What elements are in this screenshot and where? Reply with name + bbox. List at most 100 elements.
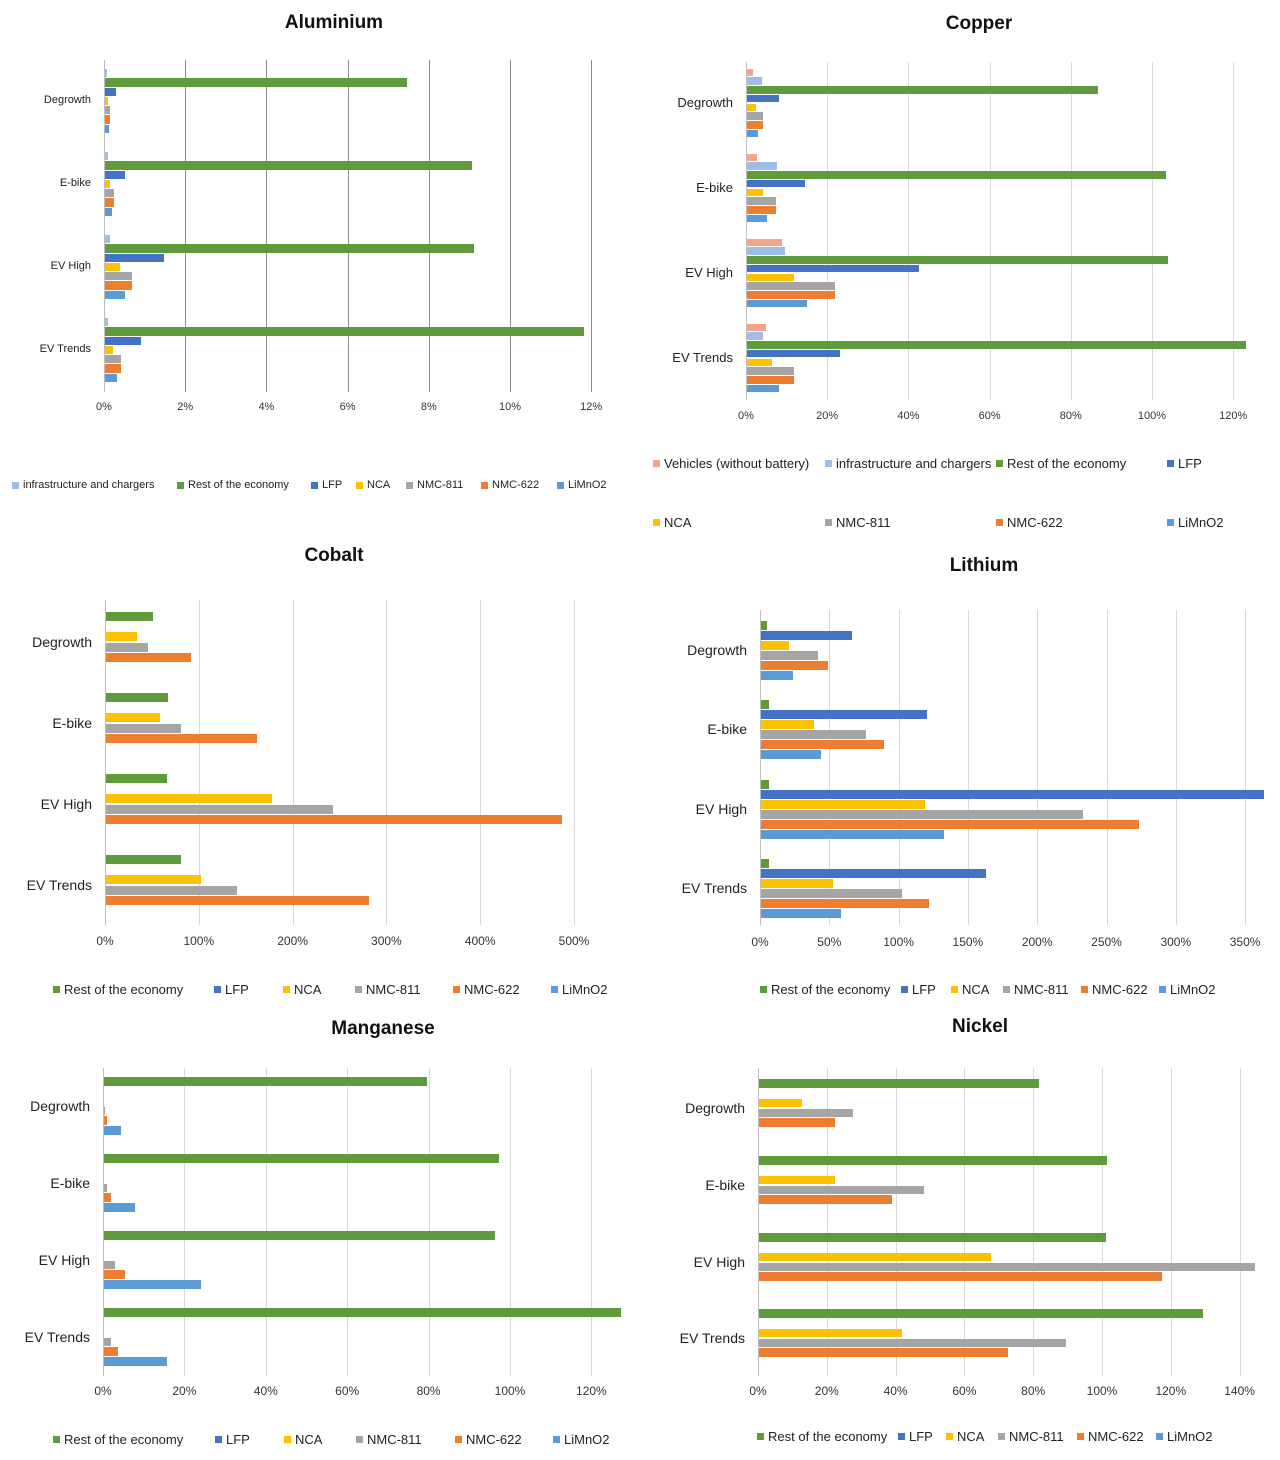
bar-rest-of-the-economy: [104, 1077, 428, 1086]
bar-infrastructure-and-chargers: [105, 151, 108, 161]
bar-nmc-811: [105, 355, 121, 364]
bar-limno2: [104, 1126, 122, 1135]
x-tick-label: 40%: [897, 409, 920, 422]
bar-nca: [106, 875, 201, 885]
legend-label: Rest of the economy: [768, 1429, 888, 1445]
bar-rest-of-the-economy: [761, 858, 770, 868]
x-tick-label: 100%: [183, 934, 215, 948]
gridline: [574, 600, 575, 925]
chart-title: Aluminium: [284, 12, 384, 33]
y-axis-line: [105, 600, 106, 925]
x-tick-label: 500%: [558, 934, 590, 948]
bar-limno2: [761, 829, 944, 839]
legend-label: LiMnO2: [562, 982, 608, 998]
bar-lfp: [747, 179, 806, 188]
category-label: EV Trends: [26, 876, 92, 893]
y-axis-line: [103, 1068, 104, 1376]
gridline: [967, 610, 969, 925]
bar-infrastructure-and-chargers: [747, 162, 778, 171]
legend-item: Rest of the economy: [177, 479, 289, 491]
legend-item: LFP: [898, 1429, 933, 1444]
gridline: [829, 610, 831, 925]
x-tick-label: 0%: [94, 1384, 112, 1398]
legend-item: NMC-622: [453, 982, 520, 997]
legend-swatch: [757, 1433, 764, 1441]
category-label: E-bike: [707, 720, 747, 737]
gridline: [591, 1068, 593, 1376]
bar-rest-of-the-economy: [106, 692, 168, 702]
bar-nmc-811: [106, 723, 182, 733]
legend-label: NCA: [367, 479, 391, 492]
bar-nmc-622: [761, 898, 929, 908]
legend-label: NCA: [294, 982, 322, 998]
legend-label: NCA: [962, 982, 990, 998]
legend-swatch: [215, 1436, 222, 1444]
legend-item: NCA: [283, 982, 321, 997]
category-label: E-bike: [705, 1176, 745, 1193]
bar-rest-of-the-economy: [105, 161, 473, 170]
legend-swatch: [653, 519, 660, 527]
legend-swatch: [177, 481, 184, 489]
legend-label: NMC-811: [417, 479, 464, 492]
bar-rest-of-the-economy: [105, 78, 408, 87]
bar-lfp: [747, 349, 840, 358]
category-label: EV High: [695, 800, 747, 817]
legend-swatch: [553, 1436, 560, 1444]
category-label: Degrowth: [687, 641, 747, 658]
chart-title: Copper: [945, 13, 1013, 34]
bar-nca: [747, 103, 756, 112]
gridline: [1070, 62, 1072, 400]
category-label: Degrowth: [30, 1097, 90, 1114]
legend-swatch: [406, 481, 413, 489]
x-tick-label: 60%: [952, 1384, 977, 1398]
bar-nca: [747, 188, 763, 197]
legend-swatch: [825, 519, 832, 527]
legend-item: Rest of the economy: [996, 456, 1126, 471]
legend-label: NCA: [295, 1432, 323, 1448]
x-tick-label: 0%: [751, 935, 769, 949]
bar-rest-of-the-economy: [104, 1231, 495, 1240]
x-tick-label: 0%: [96, 934, 114, 948]
x-tick-label: 350%: [1229, 935, 1261, 949]
legend-label: LFP: [912, 982, 936, 998]
bar-infrastructure-and-chargers: [747, 77, 763, 86]
chart-title: Cobalt: [304, 545, 364, 566]
legend-swatch: [356, 1436, 363, 1444]
bar-rest-of-the-economy: [759, 1233, 1107, 1242]
bar-nmc-622: [105, 281, 132, 290]
legend-swatch: [453, 986, 460, 994]
x-tick-label: 100%: [883, 935, 914, 949]
x-tick-label: 400%: [464, 934, 496, 948]
category-label: EV Trends: [39, 343, 91, 356]
bar-rest-of-the-economy: [104, 1154, 499, 1163]
x-tick-label: 300%: [1160, 935, 1192, 949]
bar-rest-of-the-economy: [759, 1079, 1040, 1088]
legend-label: NMC-811: [367, 1432, 422, 1448]
bar-rest-of-the-economy: [761, 620, 767, 630]
legend-item: NCA: [951, 982, 989, 997]
x-tick-label: 10%: [498, 400, 522, 413]
x-tick-label: 140%: [1224, 1384, 1255, 1398]
bar-nmc-811: [747, 367, 795, 375]
bar-nmc-622: [761, 819, 1140, 829]
category-label: EV High: [40, 795, 92, 812]
gridline: [265, 1068, 267, 1376]
legend-label: LiMnO2: [1170, 982, 1216, 998]
bar-limno2: [747, 384, 780, 393]
legend-label: LFP: [1178, 456, 1202, 472]
gridline: [826, 1068, 828, 1376]
bar-lfp: [761, 630, 853, 640]
bar-nmc-811: [106, 804, 333, 814]
x-tick-label: 40%: [883, 1384, 908, 1398]
bar-nmc-811: [106, 642, 149, 652]
legend-swatch: [951, 986, 958, 994]
bar-nmc-622: [106, 733, 258, 744]
legend-label: NMC-622: [466, 1432, 522, 1448]
legend-item: LiMnO2: [1159, 982, 1216, 997]
bar-rest-of-the-economy: [747, 256, 1169, 264]
x-tick-label: 50%: [817, 935, 842, 949]
category-label: EV High: [50, 260, 91, 273]
